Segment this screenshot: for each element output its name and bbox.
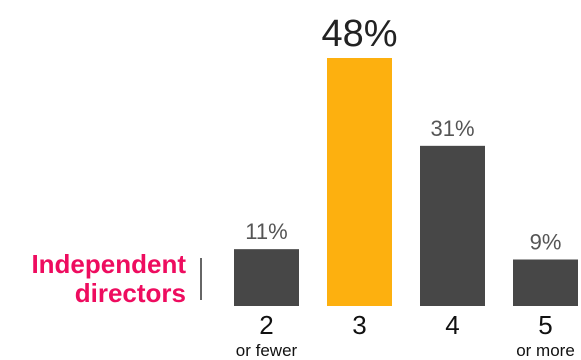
y-axis-label-line-1: Independent: [31, 249, 186, 279]
value-label-3: 48%: [321, 13, 397, 55]
value-label-4: 31%: [430, 116, 474, 141]
category-sublabel-5: or more: [516, 341, 575, 360]
value-label-2: 11%: [245, 219, 287, 244]
bars: 11% 2or fewer 48% 3 31% 4 9% 5or more: [234, 13, 578, 360]
bar-4: [420, 145, 485, 306]
category-label-4: 4: [445, 310, 459, 340]
value-label-5: 9%: [530, 230, 562, 255]
y-axis-label-line-2: directors: [75, 278, 186, 308]
bar-2: [234, 249, 299, 306]
category-sublabel-2: or fewer: [236, 341, 298, 360]
category-label-5: 5: [538, 310, 552, 340]
category-label-3: 3: [352, 310, 366, 340]
bar-5: [513, 259, 578, 306]
category-label-2: 2: [259, 310, 273, 340]
bar-3: [327, 58, 392, 306]
